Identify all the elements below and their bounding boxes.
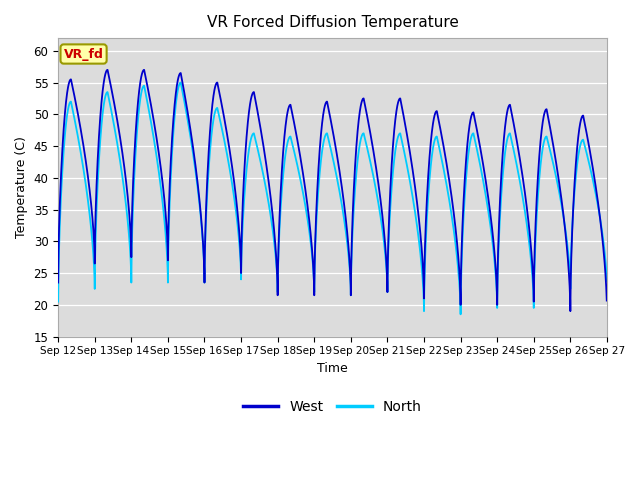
- Legend: West, North: West, North: [237, 394, 428, 420]
- Title: VR Forced Diffusion Temperature: VR Forced Diffusion Temperature: [207, 15, 458, 30]
- Text: VR_fd: VR_fd: [63, 48, 104, 60]
- Y-axis label: Temperature (C): Temperature (C): [15, 136, 28, 238]
- X-axis label: Time: Time: [317, 362, 348, 375]
